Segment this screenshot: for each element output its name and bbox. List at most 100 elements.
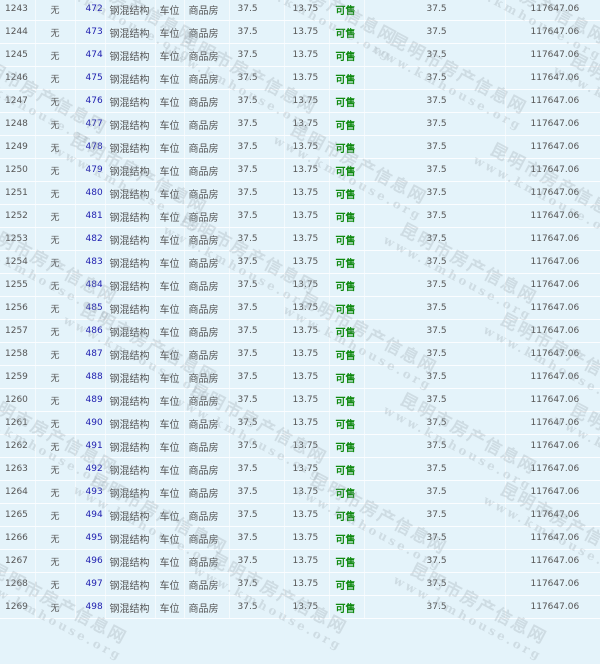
room-number-link[interactable]: 480: [85, 188, 103, 198]
sale-status-cell: 可售: [329, 181, 365, 205]
room-number-link[interactable]: 478: [85, 142, 103, 152]
unit-id-cell: 1258: [0, 342, 36, 366]
sale-status-cell: 可售: [329, 457, 365, 481]
table-row: 1251 无 480 钢混结构 车位 商品房 37.5 13.75 可售 37.5 117647.0…: [0, 181, 600, 205]
room-number-link[interactable]: 474: [85, 50, 103, 60]
floor-area-cell: 37.5: [229, 411, 285, 435]
property-type-cell: 商品房: [184, 503, 230, 527]
room-number-link[interactable]: 486: [85, 326, 103, 336]
property-type-cell: 商品房: [184, 273, 230, 297]
room-number-link-cell: 488: [75, 365, 106, 389]
floor-cell: 无: [35, 480, 76, 504]
room-number-link[interactable]: 482: [85, 234, 103, 244]
usage-cell: 车位: [155, 112, 185, 136]
room-number-link[interactable]: 495: [85, 533, 103, 543]
room-number-link[interactable]: 492: [85, 464, 103, 474]
room-number-link[interactable]: 476: [85, 96, 103, 106]
room-number-link[interactable]: 488: [85, 372, 103, 382]
inner-area-cell: 37.5: [364, 112, 506, 136]
shared-area-cell: 13.75: [284, 342, 330, 366]
unit-id-cell: 1259: [0, 365, 36, 389]
table-row: 1257 无 486 钢混结构 车位 商品房 37.5 13.75 可售 37.5 117647.0…: [0, 319, 600, 343]
structure-cell: 钢混结构: [105, 112, 156, 136]
floor-cell: 无: [35, 0, 76, 21]
structure-cell: 钢混结构: [105, 135, 156, 159]
structure-cell: 钢混结构: [105, 457, 156, 481]
property-type-cell: 商品房: [184, 227, 230, 251]
usage-cell: 车位: [155, 503, 185, 527]
table-row: 1260 无 489 钢混结构 车位 商品房 37.5 13.75 可售 37.5 117647.0…: [0, 388, 600, 412]
floor-cell: 无: [35, 526, 76, 550]
room-number-link-cell: 479: [75, 158, 106, 182]
sale-status-cell: 可售: [329, 572, 365, 596]
shared-area-cell: 13.75: [284, 181, 330, 205]
room-number-link[interactable]: 484: [85, 280, 103, 290]
inner-area-cell: 37.5: [364, 250, 506, 274]
structure-cell: 钢混结构: [105, 549, 156, 573]
unit-price-cell: 117647.06: [505, 66, 600, 90]
shared-area-cell: 13.75: [284, 572, 330, 596]
room-number-link[interactable]: 485: [85, 303, 103, 313]
room-number-link[interactable]: 479: [85, 165, 103, 175]
floor-cell: 无: [35, 158, 76, 182]
room-number-link[interactable]: 487: [85, 349, 103, 359]
room-number-link[interactable]: 493: [85, 487, 103, 497]
property-type-cell: 商品房: [184, 66, 230, 90]
property-type-cell: 商品房: [184, 365, 230, 389]
floor-cell: 无: [35, 43, 76, 67]
room-number-link[interactable]: 491: [85, 441, 103, 451]
table-row: 1248 无 477 钢混结构 车位 商品房 37.5 13.75 可售 37.5 117647.0…: [0, 112, 600, 136]
floor-area-cell: 37.5: [229, 181, 285, 205]
structure-cell: 钢混结构: [105, 204, 156, 228]
shared-area-cell: 13.75: [284, 434, 330, 458]
unit-id-cell: 1269: [0, 595, 36, 619]
property-type-cell: 商品房: [184, 89, 230, 113]
unit-id-cell: 1243: [0, 0, 36, 21]
sale-status-cell: 可售: [329, 273, 365, 297]
table-row: 1269 无 498 钢混结构 车位 商品房 37.5 13.75 可售 37.5 117647.0…: [0, 595, 600, 619]
inner-area-cell: 37.5: [364, 181, 506, 205]
room-number-link[interactable]: 494: [85, 510, 103, 520]
sale-status-cell: 可售: [329, 204, 365, 228]
shared-area-cell: 13.75: [284, 526, 330, 550]
room-number-link[interactable]: 477: [85, 119, 103, 129]
usage-cell: 车位: [155, 342, 185, 366]
shared-area-cell: 13.75: [284, 0, 330, 21]
sale-status-cell: 可售: [329, 66, 365, 90]
structure-cell: 钢混结构: [105, 365, 156, 389]
property-type-cell: 商品房: [184, 0, 230, 21]
room-number-link[interactable]: 498: [85, 602, 103, 612]
floor-area-cell: 37.5: [229, 572, 285, 596]
unit-price-cell: 117647.06: [505, 158, 600, 182]
floor-area-cell: 37.5: [229, 250, 285, 274]
shared-area-cell: 13.75: [284, 43, 330, 67]
room-number-link[interactable]: 481: [85, 211, 103, 221]
room-number-link[interactable]: 473: [85, 27, 103, 37]
shared-area-cell: 13.75: [284, 273, 330, 297]
unit-id-cell: 1253: [0, 227, 36, 251]
room-number-link[interactable]: 483: [85, 257, 103, 267]
room-number-link[interactable]: 497: [85, 579, 103, 589]
room-number-link[interactable]: 496: [85, 556, 103, 566]
usage-cell: 车位: [155, 66, 185, 90]
sale-status-cell: 可售: [329, 0, 365, 21]
room-number-link[interactable]: 472: [85, 4, 103, 14]
usage-cell: 车位: [155, 480, 185, 504]
table-row: 1256 无 485 钢混结构 车位 商品房 37.5 13.75 可售 37.5 117647.0…: [0, 296, 600, 320]
floor-cell: 无: [35, 135, 76, 159]
property-type-cell: 商品房: [184, 296, 230, 320]
floor-area-cell: 37.5: [229, 227, 285, 251]
room-number-link[interactable]: 490: [85, 418, 103, 428]
inner-area-cell: 37.5: [364, 227, 506, 251]
sale-status-cell: 可售: [329, 411, 365, 435]
floor-cell: 无: [35, 388, 76, 412]
room-number-link[interactable]: 475: [85, 73, 103, 83]
shared-area-cell: 13.75: [284, 480, 330, 504]
usage-cell: 车位: [155, 250, 185, 274]
room-number-link-cell: 493: [75, 480, 106, 504]
floor-area-cell: 37.5: [229, 112, 285, 136]
room-number-link[interactable]: 489: [85, 395, 103, 405]
structure-cell: 钢混结构: [105, 273, 156, 297]
unit-price-cell: 117647.06: [505, 365, 600, 389]
floor-area-cell: 37.5: [229, 503, 285, 527]
